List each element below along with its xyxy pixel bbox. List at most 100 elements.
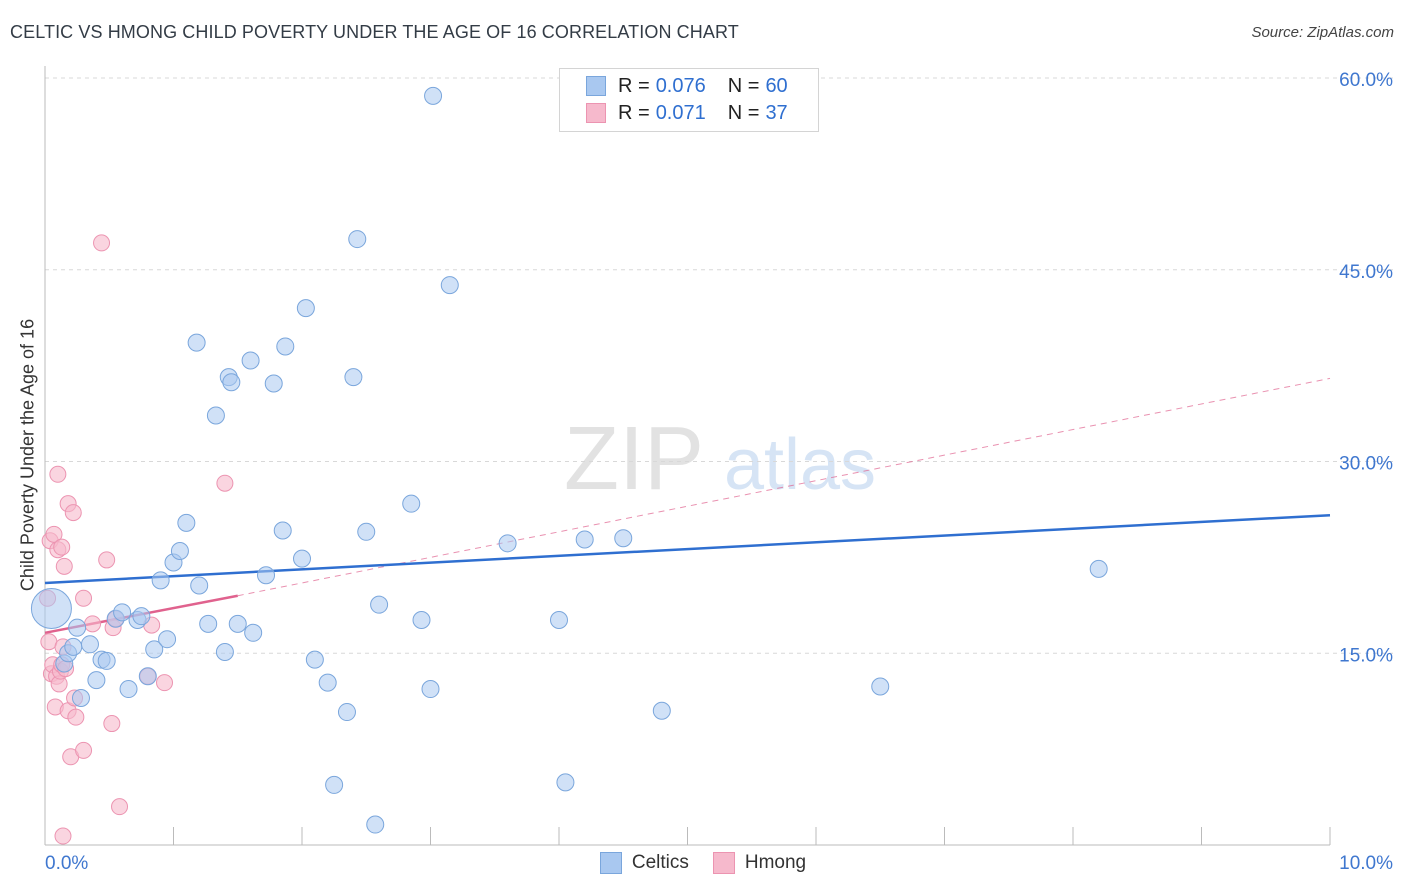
watermark-atlas: atlas (724, 425, 876, 505)
celtics-swatch (586, 76, 606, 96)
celtics-point (402, 494, 421, 513)
hmong-point (75, 589, 93, 607)
data-points (30, 86, 1108, 845)
celtics-point (296, 299, 315, 318)
hmong-point (54, 827, 72, 845)
celtics-point (575, 530, 594, 549)
celtics-point (614, 529, 633, 548)
celtics-point (325, 775, 344, 794)
celtics-point (177, 513, 196, 532)
celtics-trend-line (44, 513, 1331, 585)
hmong-r-label: R = (618, 101, 650, 124)
hmong-r-value: 0.071 (655, 101, 706, 124)
celtics-point (305, 650, 324, 669)
x-tick-label: 0.0% (45, 853, 88, 874)
celtics-point (228, 614, 247, 633)
legend-row-celtics: R = 0.076 N = 60 (586, 73, 788, 99)
y-tick-label: 45.0% (1339, 262, 1393, 283)
hmong-n-label: N = (727, 101, 760, 124)
celtics-point (337, 703, 356, 722)
hmong-point (55, 557, 73, 575)
celtics-point (366, 815, 385, 834)
legend-box: R = 0.076 N = 60 R = 0.071 N = 37 (559, 68, 819, 132)
celtics-point (357, 522, 376, 541)
celtics-point (257, 566, 276, 585)
hmong-point (67, 708, 85, 726)
watermark-zip: ZIP (564, 409, 704, 509)
hmong-point (156, 674, 174, 692)
celtics-point (97, 651, 116, 670)
legend-item-hmong: Hmong (712, 852, 807, 874)
celtics-point (370, 595, 389, 614)
hmong-legend-label: Hmong (744, 852, 807, 873)
celtics-point (1089, 559, 1108, 578)
hmong-point (64, 504, 82, 522)
celtics-point (80, 635, 99, 654)
celtics-point (199, 614, 218, 633)
hmong-point (53, 538, 71, 556)
celtics-point (119, 680, 138, 699)
hmong-point (84, 615, 102, 633)
celtics-point (170, 541, 189, 560)
celtics-point (348, 230, 367, 249)
celtics-point (87, 671, 106, 690)
celtics-point (424, 86, 443, 105)
source-label: Source: ZipAtlas.com (1251, 24, 1394, 41)
hmong-point (103, 715, 121, 733)
celtics-point (652, 701, 671, 720)
celtics-point (138, 667, 157, 686)
hmong-point (98, 551, 116, 569)
hmong-swatch (586, 103, 606, 123)
celtics-point (68, 618, 87, 637)
axes (44, 66, 1331, 846)
tick-labels: 15.0% 30.0% 45.0% 60.0% 0.0% 10.0% (45, 70, 1393, 874)
celtics-point (151, 571, 170, 590)
hmong-point (111, 798, 129, 816)
celtics-r-label: R = (618, 74, 650, 97)
celtics-point (244, 623, 263, 642)
celtics-point (421, 680, 440, 699)
celtics-legend-label: Celtics (631, 852, 689, 873)
celtics-point (273, 521, 292, 540)
celtics-point (344, 368, 363, 387)
celtics-point (206, 406, 225, 425)
celtics-point (113, 603, 132, 622)
celtics-point (71, 688, 90, 707)
celtics-point (158, 630, 177, 649)
y-tick-label: 60.0% (1339, 70, 1393, 91)
celtics-point (64, 637, 83, 656)
hmong-point (75, 741, 93, 759)
hmong-point (93, 234, 111, 252)
hmong-trend-extension (237, 377, 1331, 597)
celtics-point (318, 673, 337, 692)
celtics-point (556, 773, 575, 792)
hmong-point (49, 465, 67, 483)
celtics-point (241, 351, 260, 370)
celtics-legend-swatch (599, 852, 622, 874)
x-tick-label: 10.0% (1339, 853, 1393, 874)
watermark: ZIP atlas (564, 409, 876, 509)
bottom-legend: Celtics Hmong (0, 852, 1406, 874)
celtics-n-label: N = (727, 74, 760, 97)
celtics-point (440, 276, 459, 295)
celtics-point (412, 611, 431, 630)
celtics-point (276, 337, 295, 356)
y-tick-label: 30.0% (1339, 454, 1393, 475)
celtics-point (498, 534, 517, 553)
celtics-point (190, 576, 209, 595)
hmong-n-value: 37 (765, 101, 788, 124)
y-tick-label: 15.0% (1339, 645, 1393, 666)
legend-row-hmong: R = 0.071 N = 37 (586, 100, 788, 126)
hmong-point (40, 633, 58, 651)
celtics-point (215, 642, 234, 661)
celtics-n-value: 60 (765, 74, 788, 97)
celtics-point (132, 607, 151, 626)
legend-item-celtics: Celtics (599, 852, 689, 874)
celtics-point (187, 333, 206, 352)
celtics-point (264, 374, 283, 393)
celtics-r-value: 0.076 (655, 74, 706, 97)
celtics-point (30, 588, 72, 630)
celtics-point (222, 373, 241, 392)
celtics-point (145, 640, 164, 659)
